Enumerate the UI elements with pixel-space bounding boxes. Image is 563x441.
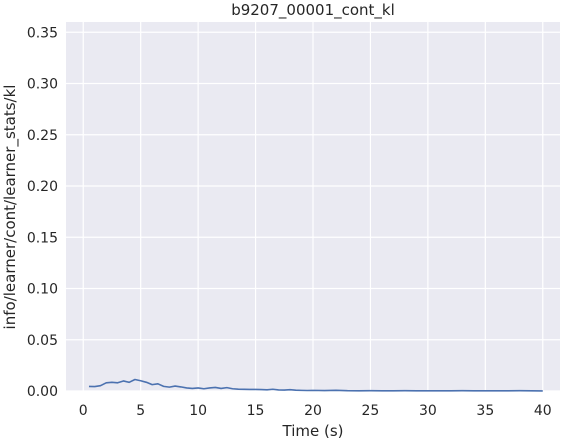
x-tick-label: 25 (362, 403, 380, 419)
x-tick-label: 0 (79, 403, 88, 419)
x-tick-label: 20 (304, 403, 322, 419)
y-tick-label: 0.15 (27, 230, 58, 246)
y-axis-label: info/learner/cont/learner_stats/kl (1, 85, 20, 330)
x-tick-label: 10 (189, 403, 207, 419)
x-tick-label: 35 (476, 403, 494, 419)
y-tick-labels: 0.00 0.05 0.10 0.15 0.20 0.25 0.30 0.35 (27, 25, 58, 400)
y-tick-label: 0.00 (27, 384, 58, 400)
y-tick-label: 0.05 (27, 333, 58, 349)
series-line (88, 378, 543, 392)
y-tick-label: 0.25 (27, 128, 58, 144)
x-tick-label: 15 (247, 403, 265, 419)
x-axis-label: Time (s) (282, 422, 344, 440)
y-tick-label: 0.20 (27, 179, 58, 195)
x-tick-label: 30 (419, 403, 437, 419)
series (88, 378, 543, 392)
x-tick-label: 40 (534, 403, 552, 419)
y-tick-label: 0.10 (27, 282, 58, 298)
chart-title: b9207_00001_cont_kl (231, 1, 395, 20)
grid (66, 22, 560, 392)
y-tick-label: 0.30 (27, 77, 58, 93)
y-tick-label: 0.35 (27, 25, 58, 41)
x-tick-labels: 0 5 10 15 20 25 30 35 40 (79, 403, 552, 419)
x-tick-label: 5 (136, 403, 145, 419)
